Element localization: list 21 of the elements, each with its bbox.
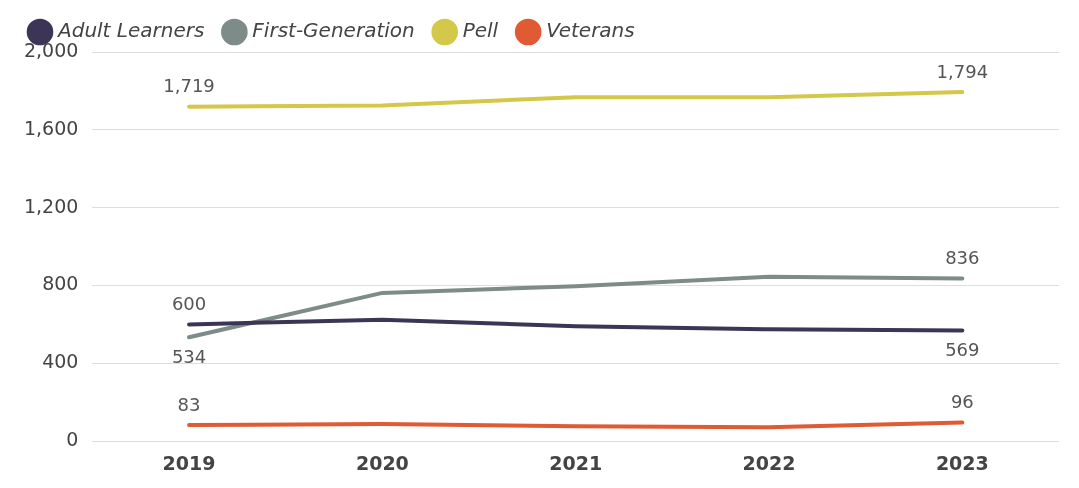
- legend-label: Pell: [462, 18, 499, 43]
- data-label: 836: [945, 247, 980, 269]
- x-tick-label: 2020: [355, 451, 409, 474]
- legend-label: First-Generation: [252, 18, 415, 43]
- x-tick-label: 2021: [549, 451, 603, 474]
- data-label: 569: [945, 339, 980, 361]
- data-label: 1,719: [163, 75, 215, 97]
- y-tick-label: 400: [42, 350, 79, 373]
- y-tick-label: 0: [66, 428, 79, 451]
- data-label: 1,794: [936, 60, 989, 82]
- x-tick-label: 2023: [935, 451, 989, 474]
- x-tick-label: 2022: [742, 451, 796, 474]
- data-label: 534: [171, 345, 207, 367]
- legend-label: Veterans: [546, 18, 635, 43]
- y-tick-label: 1,200: [23, 194, 79, 217]
- y-tick-label: 1,600: [23, 116, 79, 139]
- data-label: 83: [177, 393, 201, 415]
- x-tick-label: 2019: [162, 451, 216, 474]
- data-label: 600: [171, 293, 207, 315]
- data-label: 96: [950, 391, 974, 413]
- y-tick-label: 800: [42, 272, 79, 295]
